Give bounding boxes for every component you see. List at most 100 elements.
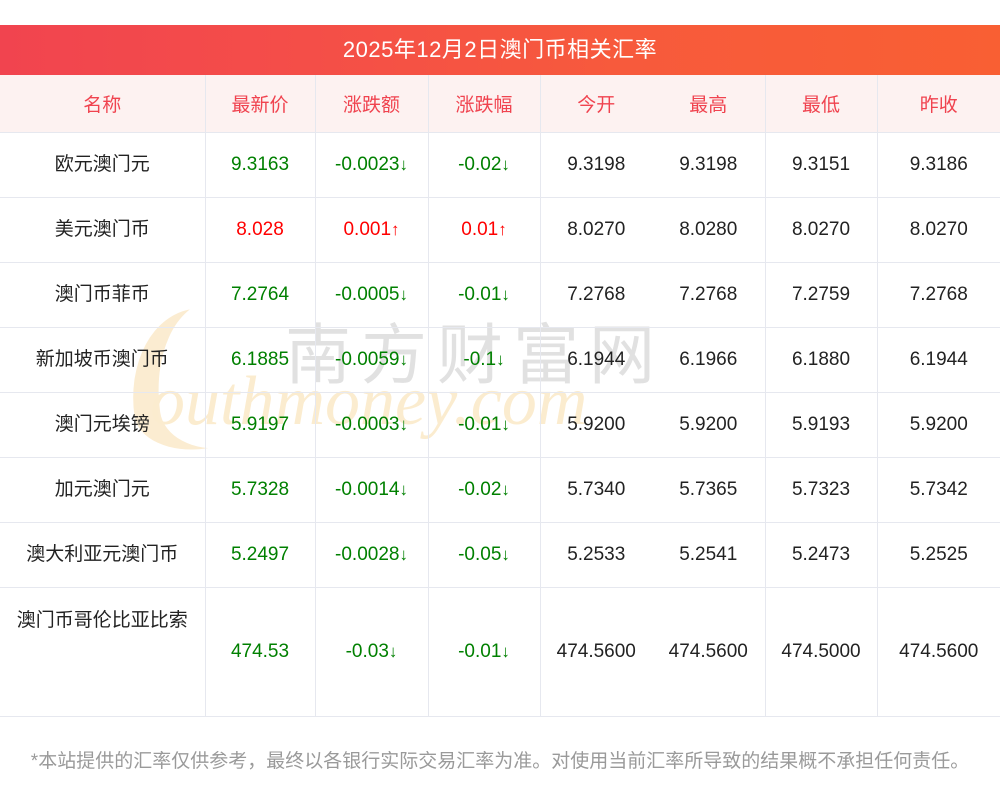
cell-low-price: 5.9193 — [764, 392, 877, 458]
cell-open-price: 6.1944 — [539, 327, 652, 393]
cell-low-price: 8.0270 — [764, 197, 877, 263]
table-body: 欧元澳门元 9.3163 -0.0023↓ -0.02↓ 9.3198 9.3198 9.3… — [0, 132, 1000, 717]
cell-currency-name: 澳门币菲币 — [0, 262, 205, 328]
cell-last-price: 7.2764 — [204, 262, 315, 328]
cell-last-price: 6.1885 — [204, 327, 315, 393]
arrow-down-icon: ↓ — [501, 545, 510, 564]
cell-change-amount: -0.0059↓ — [314, 327, 428, 393]
cell-change-amount: 0.001↑ — [314, 197, 428, 263]
arrow-down-icon: ↓ — [399, 545, 408, 564]
cell-prev-close: 5.7342 — [876, 457, 1000, 523]
arrow-down-icon: ↓ — [399, 480, 408, 499]
arrow-down-icon: ↓ — [399, 155, 408, 174]
arrow-down-icon: ↓ — [501, 155, 510, 174]
cell-last-price: 8.028 — [204, 197, 315, 263]
table-row[interactable]: 新加坡币澳门币 6.1885 -0.0059↓ -0.1↓ 6.1944 6.1966 6.… — [0, 327, 1000, 393]
cell-change-amount: -0.0014↓ — [314, 457, 428, 523]
cell-low-price: 9.3151 — [764, 132, 877, 198]
cell-last-price: 5.2497 — [204, 522, 315, 588]
cell-change-amount: -0.0005↓ — [314, 262, 428, 328]
column-header-prev-close[interactable]: 昨收 — [876, 75, 1000, 133]
cell-change-percent: -0.05↓ — [427, 522, 540, 588]
table-row[interactable]: 美元澳门币 8.028 0.001↑ 0.01↑ 8.0270 8.0280 8.0270 8… — [0, 197, 1000, 263]
cell-last-price: 9.3163 — [204, 132, 315, 198]
cell-currency-name: 澳门元埃镑 — [0, 392, 205, 458]
cell-last-price: 5.9197 — [204, 392, 315, 458]
cell-prev-close: 5.2525 — [876, 522, 1000, 588]
cell-high-price: 8.0280 — [652, 197, 765, 263]
arrow-up-icon: ↑ — [391, 220, 400, 239]
arrow-up-icon: ↑ — [498, 220, 507, 239]
cell-prev-close: 7.2768 — [876, 262, 1000, 328]
cell-currency-name: 澳门币哥伦比亚比索 — [0, 587, 205, 717]
column-header-open[interactable]: 今开 — [539, 75, 652, 133]
cell-change-amount: -0.03↓ — [314, 587, 428, 717]
table-row[interactable]: 加元澳门元 5.7328 -0.0014↓ -0.02↓ 5.7340 5.7365 5.7… — [0, 457, 1000, 523]
column-header-high[interactable]: 最高 — [652, 75, 765, 133]
cell-low-price: 7.2759 — [764, 262, 877, 328]
column-header-change-percent[interactable]: 涨跌幅 — [427, 75, 540, 133]
cell-high-price: 6.1966 — [652, 327, 765, 393]
table-row[interactable]: 澳大利亚元澳门币 5.2497 -0.0028↓ -0.05↓ 5.2533 5.2541… — [0, 522, 1000, 588]
cell-last-price: 5.7328 — [204, 457, 315, 523]
cell-low-price: 5.7323 — [764, 457, 877, 523]
cell-currency-name: 美元澳门币 — [0, 197, 205, 263]
table-header-row: 名称 最新价 涨跌额 涨跌幅 今开 最高 最低 昨收 — [0, 75, 1000, 133]
cell-change-percent: -0.02↓ — [427, 132, 540, 198]
cell-currency-name: 加元澳门元 — [0, 457, 205, 523]
cell-high-price: 5.2541 — [652, 522, 765, 588]
cell-last-price: 474.53 — [204, 587, 315, 717]
cell-open-price: 5.2533 — [539, 522, 652, 588]
cell-currency-name: 新加坡币澳门币 — [0, 327, 205, 393]
cell-high-price: 474.5600 — [652, 587, 765, 717]
table-row[interactable]: 澳门币哥伦比亚比索 474.53 -0.03↓ -0.01↓ 474.5600 474.5… — [0, 587, 1000, 717]
cell-prev-close: 474.5600 — [876, 587, 1000, 717]
column-header-name[interactable]: 名称 — [0, 75, 205, 133]
arrow-down-icon: ↓ — [496, 350, 505, 369]
cell-change-amount: -0.0028↓ — [314, 522, 428, 588]
page-title-banner: 2025年12月2日澳门币相关汇率 — [0, 25, 1000, 75]
cell-change-amount: -0.0023↓ — [314, 132, 428, 198]
cell-currency-name: 欧元澳门元 — [0, 132, 205, 198]
arrow-down-icon: ↓ — [388, 642, 398, 661]
table-row[interactable]: 欧元澳门元 9.3163 -0.0023↓ -0.02↓ 9.3198 9.3198 9.3… — [0, 132, 1000, 198]
cell-high-price: 7.2768 — [652, 262, 765, 328]
cell-open-price: 9.3198 — [539, 132, 652, 198]
arrow-down-icon: ↓ — [501, 285, 510, 304]
table-row[interactable]: 澳门元埃镑 5.9197 -0.0003↓ -0.01↓ 5.9200 5.9200 5.9… — [0, 392, 1000, 458]
cell-low-price: 6.1880 — [764, 327, 877, 393]
cell-currency-name: 澳大利亚元澳门币 — [0, 522, 205, 588]
cell-open-price: 7.2768 — [539, 262, 652, 328]
arrow-down-icon: ↓ — [399, 350, 408, 369]
cell-change-percent: -0.01↓ — [427, 587, 540, 717]
cell-high-price: 5.7365 — [652, 457, 765, 523]
column-header-last[interactable]: 最新价 — [204, 75, 315, 133]
cell-change-percent: -0.01↓ — [427, 262, 540, 328]
cell-open-price: 5.7340 — [539, 457, 652, 523]
column-header-low[interactable]: 最低 — [764, 75, 877, 133]
cell-high-price: 5.9200 — [652, 392, 765, 458]
arrow-down-icon: ↓ — [501, 642, 510, 661]
cell-prev-close: 5.9200 — [876, 392, 1000, 458]
cell-change-percent: -0.01↓ — [427, 392, 540, 458]
cell-open-price: 8.0270 — [539, 197, 652, 263]
cell-change-amount: -0.0003↓ — [314, 392, 428, 458]
column-header-change[interactable]: 涨跌额 — [314, 75, 428, 133]
arrow-down-icon: ↓ — [501, 480, 510, 499]
cell-low-price: 474.5000 — [764, 587, 877, 717]
arrow-down-icon: ↓ — [399, 415, 408, 434]
arrow-down-icon: ↓ — [399, 285, 408, 304]
cell-prev-close: 9.3186 — [876, 132, 1000, 198]
cell-open-price: 5.9200 — [539, 392, 652, 458]
cell-prev-close: 8.0270 — [876, 197, 1000, 263]
disclaimer-footnote: *本站提供的汇率仅供参考，最终以各银行实际交易汇率为准。对使用当前汇率所导致的结… — [30, 751, 970, 772]
cell-change-percent: -0.1↓ — [427, 327, 540, 393]
table-row[interactable]: 澳门币菲币 7.2764 -0.0005↓ -0.01↓ 7.2768 7.2768 7.2… — [0, 262, 1000, 328]
arrow-down-icon: ↓ — [501, 415, 510, 434]
cell-low-price: 5.2473 — [764, 522, 877, 588]
cell-open-price: 474.5600 — [539, 587, 652, 717]
cell-high-price: 9.3198 — [652, 132, 765, 198]
exchange-rate-table: 名称 最新价 涨跌额 涨跌幅 今开 最高 最低 昨收 欧元澳门元 9.3163 -0… — [0, 75, 1000, 717]
table-header: 名称 最新价 涨跌额 涨跌幅 今开 最高 最低 昨收 — [0, 75, 1000, 133]
